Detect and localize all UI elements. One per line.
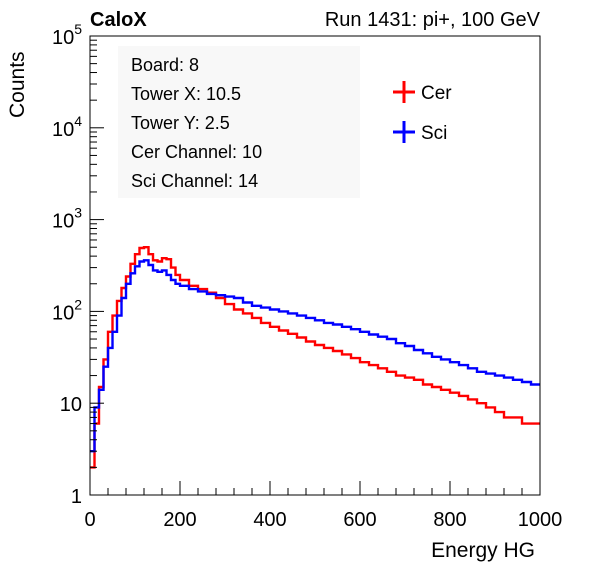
x-tick-label: 1000	[518, 509, 563, 531]
x-tick-label: 0	[84, 509, 95, 531]
x-tick-label: 600	[343, 509, 376, 531]
y-tick-label: 1	[71, 486, 82, 508]
series-line-sci	[90, 259, 540, 453]
x-tick-label: 800	[433, 509, 466, 531]
x-tick-label: 400	[253, 509, 286, 531]
y-tick-exponent: 3	[74, 205, 82, 221]
y-tick-exponent: 4	[74, 113, 82, 129]
plot-frame	[89, 35, 541, 496]
chart-title-right: Run 1431: pi+, 100 GeV	[325, 9, 541, 31]
info-box-background	[118, 46, 360, 198]
x-axis-label: Energy HG	[431, 539, 535, 562]
y-tick-label: 104	[52, 113, 82, 141]
series-line-cer	[90, 246, 540, 469]
y-tick-base: 10	[52, 211, 74, 233]
y-axis-label: Counts	[6, 51, 29, 118]
y-tick-label: 103	[52, 205, 82, 233]
y-tick-label: 102	[52, 296, 82, 324]
info-box: Board: 8 Tower X: 10.5 Tower Y: 2.5 Cer Cha…	[118, 46, 360, 198]
y-tick-base: 10	[60, 394, 82, 416]
y-tick-base: 10	[52, 302, 74, 324]
legend: Cer Sci	[393, 81, 452, 144]
x-tick-label: 200	[163, 509, 196, 531]
y-tick-exponent: 5	[74, 21, 82, 37]
info-line: Tower Y: 2.5	[131, 113, 230, 133]
chart-title-left: CaloX	[90, 9, 147, 31]
info-line: Cer Channel: 10	[131, 142, 262, 162]
x-axis: 0 200 400 600 800 1000	[84, 481, 562, 531]
y-tick-label: 10	[60, 394, 82, 416]
info-line: Board: 8	[131, 55, 199, 75]
y-tick-exponent: 2	[74, 296, 82, 312]
legend-label: Sci	[421, 123, 447, 144]
info-line: Tower X: 10.5	[131, 84, 241, 104]
y-tick-base: 10	[52, 119, 74, 141]
y-tick-base: 1	[71, 486, 82, 508]
series-layer	[90, 246, 540, 469]
y-tick-base: 10	[52, 27, 74, 49]
y-tick-label: 105	[52, 21, 82, 49]
legend-label: Cer	[421, 83, 452, 104]
info-line: Sci Channel: 14	[131, 171, 258, 191]
